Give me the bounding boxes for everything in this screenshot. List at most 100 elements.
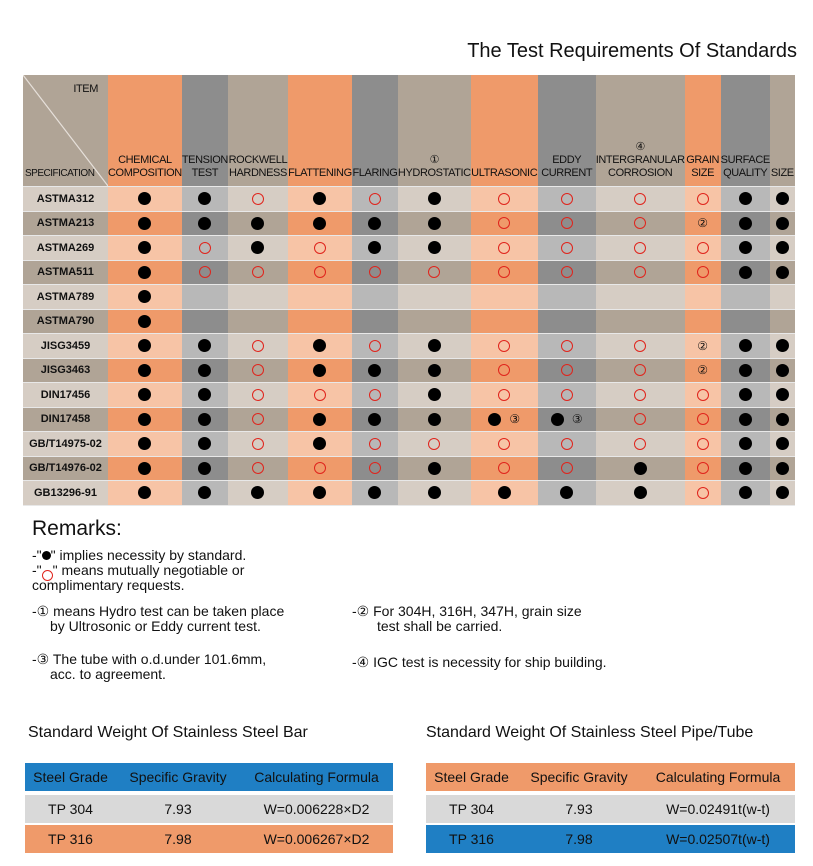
requirement-cell — [595, 211, 685, 236]
requirement-cell — [397, 186, 471, 212]
required-dot-icon — [313, 363, 327, 377]
remarks-section: Remarks: — [32, 517, 122, 541]
requirement-cell — [470, 235, 538, 261]
negotiable-ring-icon — [634, 437, 647, 450]
requirement-cell — [351, 309, 398, 334]
negotiable-ring-icon — [498, 217, 511, 230]
negotiable-ring-icon — [428, 437, 441, 450]
requirement-cell — [108, 260, 182, 285]
negotiable-ring-icon — [313, 241, 326, 254]
requirement-cell — [769, 431, 795, 457]
required-dot-icon — [550, 412, 564, 426]
negotiable-ring-icon — [696, 266, 709, 279]
required-dot-icon — [198, 192, 212, 206]
requirement-cell — [351, 407, 398, 432]
remark-dot: -" " implies necessity by standard. — [32, 548, 246, 563]
spec-cell: JISG3463 — [23, 358, 108, 383]
required-dot-icon — [775, 192, 789, 206]
requirement-cell — [181, 456, 228, 481]
requirement-cell — [720, 456, 770, 481]
requirement-cell — [470, 456, 538, 481]
requirement-cell — [108, 211, 182, 236]
required-dot-icon — [427, 388, 441, 402]
spec-cell: DIN17456 — [23, 382, 108, 408]
negotiable-ring-icon — [251, 437, 264, 450]
corner-cell: ITEM SPECIFICATION — [23, 75, 108, 187]
negotiable-ring-icon — [696, 437, 709, 450]
negotiable-ring-icon — [560, 241, 573, 254]
bar-formula: W=0.006228×D2 — [240, 793, 393, 825]
negotiable-ring-icon — [498, 192, 511, 205]
requirement-cell — [720, 431, 770, 457]
negotiable-ring-icon — [560, 192, 573, 205]
requirement-cell — [227, 358, 288, 383]
required-dot-icon — [775, 388, 789, 402]
remark-text: -③ The tube with o.d.under 101.6mm, — [32, 651, 267, 667]
requirement-cell — [769, 309, 795, 334]
requirement-cell — [181, 358, 228, 383]
requirement-cell — [397, 480, 471, 506]
requirement-cell — [397, 382, 471, 408]
header-row: ITEM SPECIFICATION CHEMICAL COMPOSITION T… — [23, 75, 795, 187]
bar-gravity: 7.98 — [116, 824, 240, 855]
requirement-cell — [108, 186, 182, 212]
pipe-formula: W=0.02491t(w-t) — [641, 793, 795, 825]
required-dot-icon — [198, 216, 212, 230]
requirement-cell: ② — [684, 211, 721, 236]
negotiable-ring-icon — [251, 388, 264, 401]
requirement-cell — [769, 333, 795, 359]
requirement-cell — [287, 211, 352, 236]
requirement-cell — [470, 358, 538, 383]
required-dot-icon — [775, 216, 789, 230]
required-dot-icon — [368, 216, 382, 230]
requirement-cell — [470, 431, 538, 457]
negotiable-ring-icon — [251, 462, 264, 475]
requirement-cell — [397, 358, 471, 383]
required-dot-icon — [738, 461, 752, 475]
requirement-cell — [181, 309, 228, 334]
table-row: ASTMA789 — [23, 284, 795, 310]
requirement-cell — [720, 260, 770, 285]
column-header: FLARING — [351, 75, 398, 187]
required-dot-icon — [738, 412, 752, 426]
column-header: ROCKWELL HARDNESS — [227, 75, 288, 187]
negotiable-ring-icon — [634, 413, 647, 426]
required-dot-icon — [775, 461, 789, 475]
table-row: JISG3459 ② — [23, 333, 795, 359]
requirement-cell — [720, 407, 770, 432]
bar-header-gravity: Specific Gravity — [116, 763, 240, 795]
table-row: JISG3463 ② — [23, 358, 795, 383]
footnote-mark: ② — [697, 338, 709, 353]
spec-cell: JISG3459 — [23, 333, 108, 359]
negotiable-ring-icon — [251, 192, 264, 205]
requirement-cell — [108, 235, 182, 261]
spec-cell: GB/T14976-02 — [23, 456, 108, 481]
requirement-cell — [181, 333, 228, 359]
negotiable-ring-icon — [560, 266, 573, 279]
requirement-cell — [181, 235, 228, 261]
column-header: GRAIN SIZE — [684, 75, 721, 187]
requirement-cell — [537, 382, 596, 408]
requirement-cell — [595, 235, 685, 261]
negotiable-ring-icon — [498, 266, 511, 279]
required-dot-icon — [198, 486, 212, 500]
requirement-cell — [595, 456, 685, 481]
requirement-cell — [287, 186, 352, 212]
requirement-cell — [684, 309, 721, 334]
negotiable-ring-icon — [498, 462, 511, 475]
requirement-cell — [287, 431, 352, 457]
remark-text: -④ IGC test is necessity for ship buildi… — [352, 654, 607, 670]
pipe-row: TP 304 7.93 W=0.02491t(w-t) — [426, 793, 795, 825]
negotiable-ring-icon — [560, 217, 573, 230]
required-dot-icon — [775, 363, 789, 377]
required-dot-icon — [427, 192, 441, 206]
negotiable-ring-icon — [560, 339, 573, 352]
bar-header-formula: Calculating Formula — [240, 763, 393, 795]
pipe-header-formula: Calculating Formula — [641, 763, 795, 795]
requirement-cell — [287, 456, 352, 481]
requirement-cell — [595, 480, 685, 506]
requirement-cell — [720, 309, 770, 334]
requirement-cell: ③ — [537, 407, 596, 432]
negotiable-ring-icon — [368, 462, 381, 475]
required-dot-icon — [368, 363, 382, 377]
